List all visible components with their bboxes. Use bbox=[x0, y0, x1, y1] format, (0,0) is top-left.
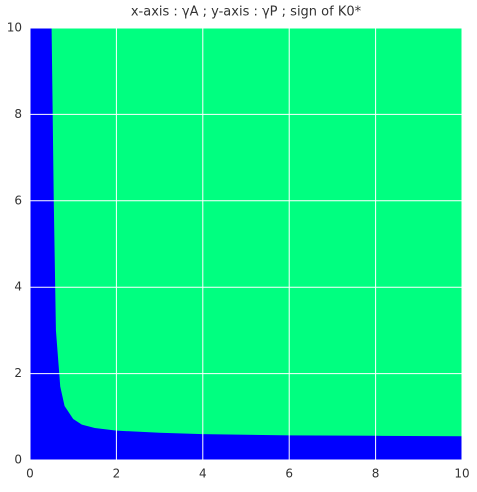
x-tick-label: 4 bbox=[199, 467, 207, 481]
y-tick-label: 8 bbox=[14, 107, 22, 121]
y-tick-label: 2 bbox=[14, 366, 22, 380]
y-tick-label: 6 bbox=[14, 193, 22, 207]
y-tick-label: 10 bbox=[7, 21, 22, 35]
x-tick-label: 0 bbox=[26, 467, 34, 481]
x-tick-label: 10 bbox=[454, 467, 469, 481]
x-tick-label: 8 bbox=[372, 467, 380, 481]
x-tick-label: 2 bbox=[113, 467, 121, 481]
y-tick-label: 4 bbox=[14, 280, 22, 294]
x-tick-label: 6 bbox=[285, 467, 293, 481]
above-region bbox=[51, 28, 462, 437]
chart-title: x-axis : γA ; y-axis : γP ; sign of K0* bbox=[131, 5, 362, 20]
y-tick-label: 0 bbox=[14, 453, 22, 467]
